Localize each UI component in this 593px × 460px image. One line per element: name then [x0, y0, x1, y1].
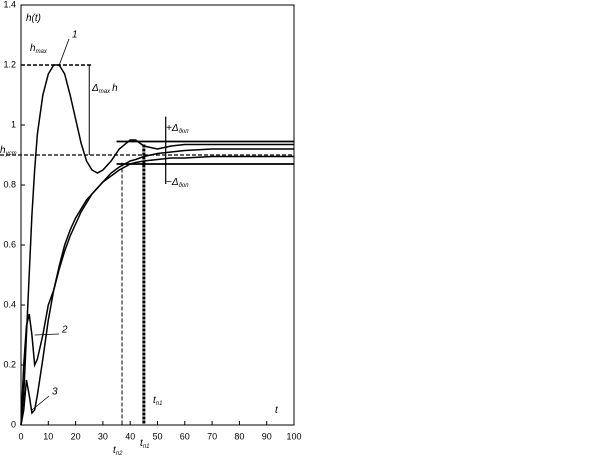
annotation-text: t: [153, 395, 157, 406]
annotation: +Δдоп: [166, 123, 189, 135]
y-tick-label: 1: [11, 119, 16, 129]
x-tick-label: 50: [152, 431, 162, 441]
annotation: h(t): [26, 13, 41, 24]
x-tick-label: 70: [207, 431, 217, 441]
annotation: tп1: [140, 438, 149, 450]
x-tick-label: 30: [98, 431, 108, 441]
annotation: −Δдоп: [166, 177, 189, 189]
annotation-sub: уст: [5, 151, 17, 157]
curve: [20, 64, 294, 426]
annotation-text: t: [140, 438, 144, 449]
y-tick-label: 1.2: [3, 59, 16, 69]
annotation-text: h: [30, 43, 36, 54]
annotation-sub: п1: [156, 401, 163, 407]
annotation: tп1: [153, 395, 162, 407]
y-tick-label: 0.8: [3, 179, 16, 189]
x-tick-label: 40: [125, 431, 135, 441]
annotation-text: −Δ: [166, 177, 179, 188]
annotation: Δmax h: [91, 83, 118, 95]
y-tick-label: 0: [11, 419, 16, 429]
y-tick-label: 0.6: [3, 239, 16, 249]
annotation: tп2: [113, 445, 123, 457]
y-tick-label: 0.2: [3, 359, 16, 369]
annotation-text: h: [0, 145, 6, 156]
annotation: hmax: [30, 43, 48, 55]
annotation-text: t: [275, 405, 279, 416]
annotation-text: t: [113, 445, 117, 456]
annotation-sub: доп: [179, 129, 190, 135]
x-tick-label: 80: [234, 431, 244, 441]
annotation: t: [275, 405, 279, 416]
annotation-sub: max: [36, 49, 48, 55]
curve: [20, 155, 294, 426]
series-label: 2: [61, 325, 68, 336]
series-label: 1: [72, 30, 78, 41]
y-tick-label: 1.4: [3, 0, 16, 9]
annotation-tail: h: [112, 83, 118, 94]
annotation-text: Δ: [91, 83, 99, 94]
x-tick-label: 90: [262, 431, 272, 441]
x-tick-label: 0: [18, 431, 23, 441]
callout-line: [58, 38, 70, 66]
x-tick-label: 60: [180, 431, 190, 441]
callout-line: [31, 395, 50, 411]
annotation-sub: п2: [116, 451, 123, 457]
annotation-sub: max: [99, 89, 111, 95]
x-tick-label: 10: [43, 431, 53, 441]
annotation: hуст: [0, 145, 17, 157]
annotation-text: +Δ: [166, 123, 179, 134]
annotation-sub: доп: [179, 183, 190, 189]
y-tick-label: 0.4: [3, 299, 16, 309]
curve: [20, 148, 294, 426]
annotation-sub: п1: [143, 444, 150, 450]
plot-frame: [20, 4, 295, 426]
annotation-text: h(t): [26, 13, 41, 24]
x-tick-label: 100: [286, 431, 301, 441]
series-label: 3: [52, 387, 58, 398]
x-tick-label: 20: [71, 431, 81, 441]
